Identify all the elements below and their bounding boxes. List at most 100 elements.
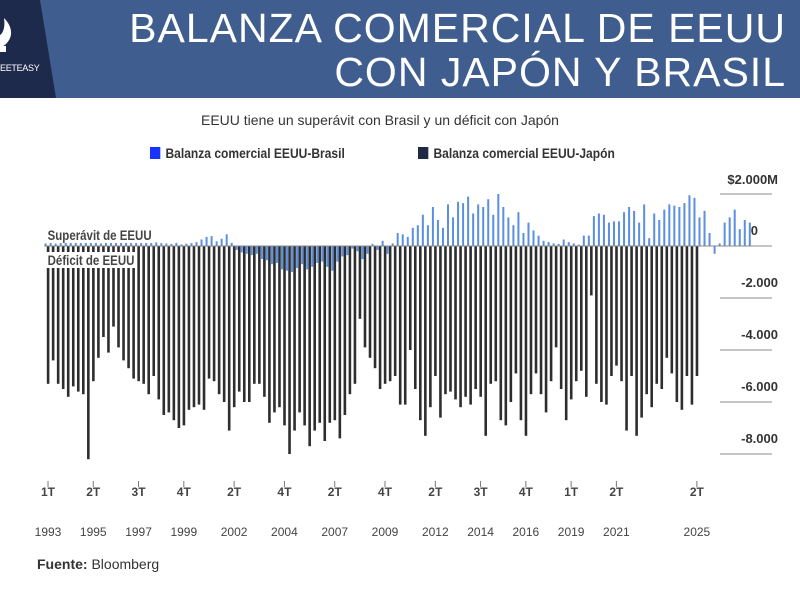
japan-bar [328, 246, 332, 423]
brazil-bar [165, 243, 168, 246]
brazil-bar [693, 197, 696, 246]
japan-bar [464, 246, 467, 397]
japan-bar [278, 246, 281, 408]
brazil-bar [602, 214, 605, 246]
japan-bar [162, 246, 166, 415]
brazil-bar [467, 196, 470, 246]
japan-bar [434, 246, 437, 376]
brazil-bar [527, 222, 530, 246]
japan-bar [237, 246, 241, 392]
japan-bar [76, 246, 80, 392]
brazil-bar [406, 236, 409, 246]
japan-bar [630, 246, 633, 376]
japan-bar [147, 246, 150, 395]
x-tick-quarter: 2T [227, 485, 242, 499]
japan-bar [323, 246, 327, 441]
deficit-label: Déficit de EEUU [46, 252, 137, 268]
japan-bar [368, 246, 372, 358]
japan-bar [172, 246, 176, 421]
brazil-bar [346, 246, 349, 256]
brazil-bar [633, 210, 636, 246]
japan-bar [585, 246, 588, 397]
japan-bar [217, 246, 221, 395]
brazil-bar [336, 246, 339, 262]
x-tick-year: 2012 [422, 525, 449, 539]
brazil-bar [64, 241, 67, 246]
brazil-bar [567, 242, 570, 246]
chart-title: EEUU tiene un superávit con Brasil y un … [201, 112, 559, 128]
japan-bar [197, 246, 201, 405]
japan-bar [494, 246, 498, 382]
brazil-bar [281, 246, 284, 270]
x-tick-year: 1999 [170, 525, 197, 539]
japan-bar [263, 246, 266, 397]
brazil-bar [94, 242, 97, 246]
brazil-bar [416, 225, 419, 246]
source-value: Bloomberg [91, 556, 160, 572]
brazil-bar [612, 221, 615, 246]
japan-bar [484, 246, 488, 436]
brazil-bar [462, 203, 465, 246]
brazil-bar [492, 214, 495, 246]
brazil-bar [311, 246, 314, 267]
japan-bar [137, 246, 140, 382]
japan-bar [56, 246, 60, 384]
brazil-bar [291, 246, 294, 272]
brazil-bar [658, 220, 661, 246]
brazil-bar [537, 235, 540, 246]
japan-bar [620, 246, 623, 382]
japan-bar [227, 246, 231, 431]
japan-bar [182, 246, 186, 426]
japan-bar [378, 246, 382, 389]
brazil-bar [643, 204, 646, 246]
japan-bar [519, 246, 523, 421]
x-tick-quarter: 1T [41, 485, 56, 499]
x-tick-year: 2002 [221, 525, 248, 539]
japan-bar [167, 246, 171, 413]
brazil-bar [522, 233, 525, 246]
x-tick-year: 2019 [558, 525, 585, 539]
japan-bar [605, 246, 608, 405]
brazil-bar [74, 241, 77, 246]
japan-bar [459, 246, 462, 408]
header-banner: EETEASY BALANZA COMERCIAL DE EEUU CON JA… [0, 0, 800, 98]
brazil-bar [240, 246, 243, 253]
brazil-bar [663, 209, 666, 246]
japan-bar [660, 246, 664, 389]
japan-bar [690, 246, 694, 405]
brazil-bar [733, 209, 736, 246]
japan-bar [625, 246, 628, 431]
japan-bar [685, 246, 689, 376]
brazil-bar [668, 204, 671, 246]
brazil-bar [426, 225, 429, 246]
japan-bar [293, 246, 296, 431]
japan-bar [474, 246, 477, 389]
brazil-bar [421, 214, 424, 246]
brazil-bar [401, 234, 404, 246]
japan-bar [288, 246, 291, 454]
brazil-bar [275, 246, 278, 263]
brazil-bar [618, 221, 621, 246]
x-tick-quarter: 2T [86, 485, 101, 499]
japan-bar [524, 246, 528, 436]
brazil-bar [708, 233, 711, 246]
brazil-bar [326, 246, 329, 267]
y-tick-label: -6.000 [741, 379, 778, 394]
japan-bar [202, 246, 206, 410]
brazil-bar [351, 246, 354, 249]
japan-bar [680, 246, 684, 410]
japan-bar [348, 246, 352, 395]
japan-bar [444, 246, 447, 395]
x-tick-year: 2025 [684, 525, 711, 539]
japan-bar [574, 246, 578, 382]
brazil-bar [431, 207, 434, 246]
page-title: BALANZA COMERCIAL DE EEUU CON JAPÓN Y BR… [66, 6, 786, 94]
japan-bar [388, 246, 392, 382]
japan-bar [66, 246, 70, 397]
x-tick-year: 1997 [125, 525, 152, 539]
brazil-bar [648, 238, 651, 246]
japan-bar [313, 246, 316, 431]
brazil-bar [215, 241, 218, 246]
japan-bar [177, 246, 181, 428]
brazil-bar [457, 201, 460, 246]
